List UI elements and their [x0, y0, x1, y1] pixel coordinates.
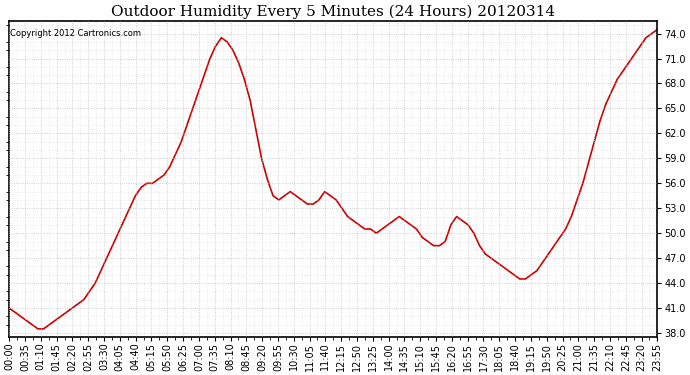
Title: Outdoor Humidity Every 5 Minutes (24 Hours) 20120314: Outdoor Humidity Every 5 Minutes (24 Hou… — [111, 4, 555, 18]
Text: Copyright 2012 Cartronics.com: Copyright 2012 Cartronics.com — [10, 29, 141, 38]
